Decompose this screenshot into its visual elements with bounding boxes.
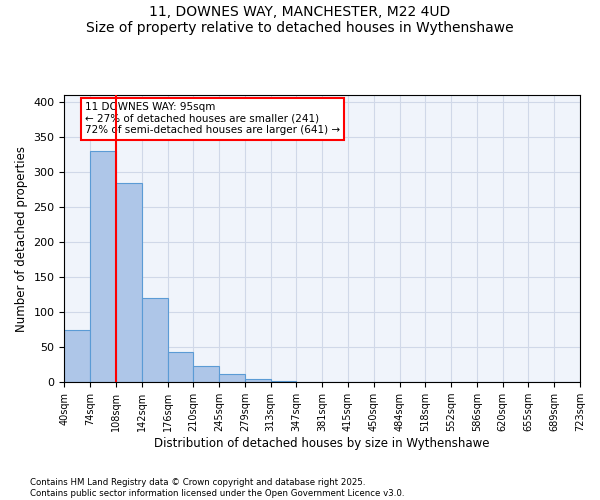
- Bar: [90, 151, 116, 382]
- Bar: [219, 374, 245, 382]
- Text: 11 DOWNES WAY: 95sqm
← 27% of detached houses are smaller (241)
72% of semi-deta: 11 DOWNES WAY: 95sqm ← 27% of detached h…: [85, 102, 340, 136]
- X-axis label: Distribution of detached houses by size in Wythenshawe: Distribution of detached houses by size …: [154, 437, 490, 450]
- Y-axis label: Number of detached properties: Number of detached properties: [15, 146, 28, 332]
- Text: 11, DOWNES WAY, MANCHESTER, M22 4UD
Size of property relative to detached houses: 11, DOWNES WAY, MANCHESTER, M22 4UD Size…: [86, 5, 514, 35]
- Bar: [193, 366, 219, 382]
- Text: Contains HM Land Registry data © Crown copyright and database right 2025.
Contai: Contains HM Land Registry data © Crown c…: [30, 478, 404, 498]
- Bar: [271, 381, 296, 382]
- Bar: [142, 298, 167, 382]
- Bar: [167, 352, 193, 382]
- Bar: [245, 378, 271, 382]
- Bar: [64, 330, 90, 382]
- Bar: [116, 182, 142, 382]
